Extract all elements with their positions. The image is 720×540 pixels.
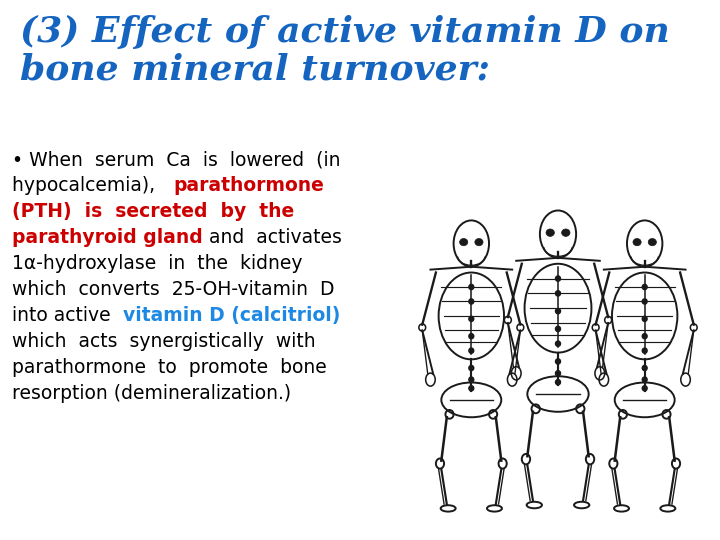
Ellipse shape	[642, 285, 647, 289]
Ellipse shape	[642, 334, 647, 339]
Text: resorption (demineralization.): resorption (demineralization.)	[12, 384, 291, 403]
Text: parathormone: parathormone	[173, 176, 324, 195]
Ellipse shape	[556, 370, 560, 376]
Ellipse shape	[642, 348, 647, 353]
Ellipse shape	[469, 299, 474, 304]
Ellipse shape	[475, 239, 483, 246]
Text: and  activates: and activates	[210, 228, 342, 247]
Ellipse shape	[642, 366, 647, 370]
Text: bone mineral turnover:: bone mineral turnover:	[20, 52, 490, 86]
Ellipse shape	[633, 239, 641, 246]
Ellipse shape	[556, 291, 560, 296]
Ellipse shape	[556, 341, 560, 346]
Ellipse shape	[556, 276, 560, 281]
Ellipse shape	[546, 229, 554, 237]
Ellipse shape	[469, 377, 474, 382]
Ellipse shape	[469, 316, 474, 321]
Ellipse shape	[469, 386, 474, 391]
Ellipse shape	[459, 239, 468, 246]
Ellipse shape	[556, 308, 560, 314]
Ellipse shape	[642, 377, 647, 382]
Text: parathormone  to  promote  bone: parathormone to promote bone	[12, 358, 327, 377]
Ellipse shape	[642, 316, 647, 321]
Ellipse shape	[469, 348, 474, 353]
Ellipse shape	[648, 239, 657, 246]
Text: which  converts  25-OH-vitamin  D: which converts 25-OH-vitamin D	[12, 280, 335, 299]
Ellipse shape	[556, 359, 560, 364]
Text: 1α-hydroxylase  in  the  kidney: 1α-hydroxylase in the kidney	[12, 254, 302, 273]
Ellipse shape	[469, 366, 474, 370]
Ellipse shape	[556, 326, 560, 332]
Ellipse shape	[642, 386, 647, 391]
Text: • When  serum  Ca  is  lowered  (in: • When serum Ca is lowered (in	[12, 150, 341, 169]
Ellipse shape	[469, 334, 474, 339]
Text: (PTH)  is  secreted  by  the: (PTH) is secreted by the	[12, 202, 294, 221]
Text: which  acts  synergistically  with: which acts synergistically with	[12, 332, 315, 351]
Text: into active: into active	[12, 306, 122, 325]
Text: vitamin D (calcitriol): vitamin D (calcitriol)	[122, 306, 340, 325]
Text: parathyroid gland: parathyroid gland	[12, 228, 210, 247]
Ellipse shape	[562, 229, 570, 237]
Ellipse shape	[469, 285, 474, 289]
Text: hypocalcemia),: hypocalcemia),	[12, 176, 173, 195]
Ellipse shape	[642, 299, 647, 304]
Text: (3) Effect of active vitamin D on: (3) Effect of active vitamin D on	[20, 15, 670, 49]
Ellipse shape	[556, 380, 560, 385]
